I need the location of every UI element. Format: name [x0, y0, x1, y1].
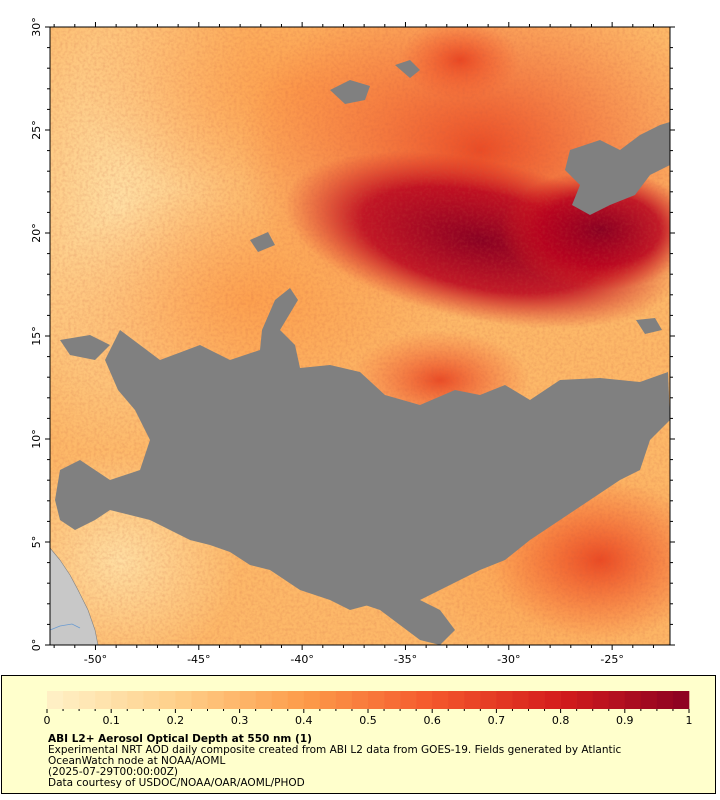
aod-map: 30° 25° 20° 15° 10° 5° 0° -50° -45° -40° -35° -30°… [30, 17, 675, 666]
no-data-region [55, 288, 670, 610]
lon-tick-label: -50° [84, 653, 107, 666]
no-data-region [565, 122, 670, 215]
lon-tick-label: -40° [290, 653, 313, 666]
lon-tick-label: -30° [497, 653, 520, 666]
river [50, 623, 81, 631]
no-data-region [250, 232, 275, 252]
no-data-region [330, 80, 370, 104]
land-south-america [50, 547, 99, 645]
lon-tick-label: -45° [187, 653, 210, 666]
no-data-region [395, 60, 420, 78]
latitude-axis: 30° 25° 20° 15° 10° 5° 0° [30, 17, 675, 651]
lat-tick-label: 30° [30, 17, 43, 37]
lon-tick-label: -25° [600, 653, 623, 666]
lat-tick-label: 15° [30, 326, 43, 346]
lon-tick-label: -35° [394, 653, 417, 666]
no-data-region [636, 318, 662, 334]
legend-date: (2025-07-29T00:00:00Z) [48, 766, 178, 778]
lat-tick-label: 20° [30, 223, 43, 243]
legend-description-line-2: OceanWatch node at NOAA/AOML [48, 755, 226, 767]
longitude-axis: -50° -45° -40° -35° -30° -25° [53, 22, 654, 666]
aod-field [50, 27, 670, 645]
no-data-region [330, 575, 455, 645]
legend-description-line-1: Experimental NRT AOD daily composite cre… [48, 744, 622, 756]
legend-credit: Data courtesy of USDOC/NOAA/OAR/AOML/PHO… [48, 777, 305, 789]
lat-tick-label: 25° [30, 120, 43, 140]
no-data-region [60, 335, 110, 360]
lat-tick-label: 5° [30, 536, 43, 549]
lat-tick-label: 0° [30, 639, 43, 652]
lat-tick-label: 10° [30, 429, 43, 449]
legend-title: ABI L2+ Aerosol Optical Depth at 550 nm … [48, 733, 312, 745]
